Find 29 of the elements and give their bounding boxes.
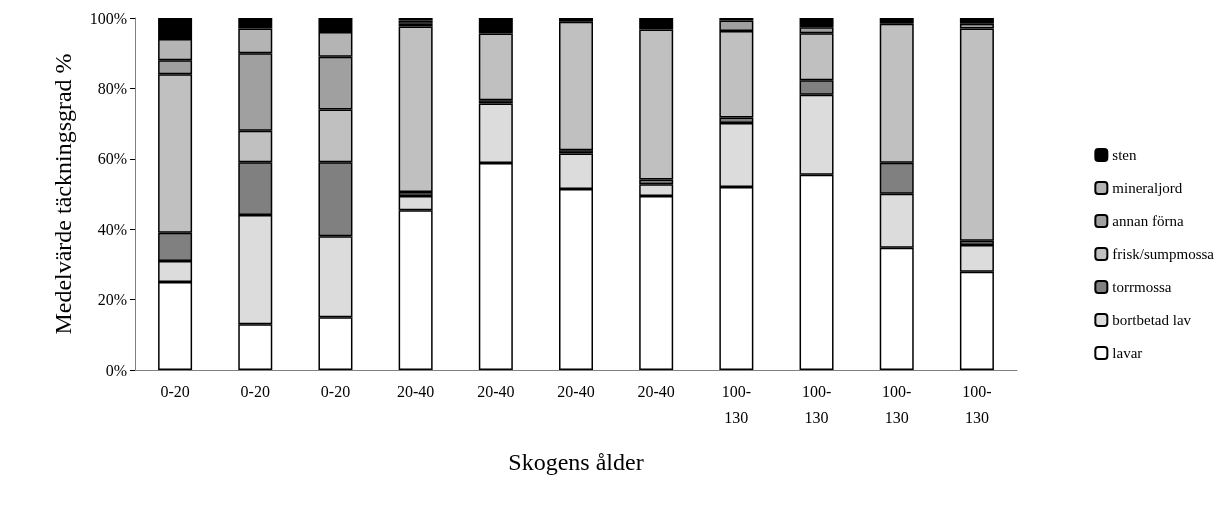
x-tick-label: 20-40	[477, 382, 515, 400]
y-axis-title: Medelvärde täckningsgrad %	[50, 53, 76, 335]
x-tick-label: 20-40	[557, 382, 595, 400]
x-tick-label: 0-20	[160, 382, 190, 400]
y-tick-label: 0%	[105, 361, 127, 379]
x-tick-label: 20-40	[637, 382, 675, 400]
y-tick-label: 20%	[97, 291, 127, 309]
legend-label: sten	[1112, 147, 1137, 163]
legend-label: lavar	[1112, 345, 1143, 361]
y-tick-label: 40%	[97, 220, 127, 238]
y-tick-label: 100%	[89, 9, 127, 27]
legend-label: bortbetad lav	[1112, 312, 1192, 328]
x-axis-title: Skogens ålder	[508, 449, 644, 475]
x-tick-label: 100-130	[882, 382, 912, 426]
legend-label: mineraljord	[1112, 180, 1183, 196]
x-tick-label: 100-130	[721, 382, 752, 426]
bar	[959, 28, 994, 241]
x-tick-label: 0-20	[320, 382, 351, 400]
bar	[398, 26, 433, 192]
legend-label: annan förna	[1112, 213, 1184, 229]
x-tick-label: 100-130	[801, 382, 832, 426]
legend-label: frisk/sumpmossa	[1112, 246, 1215, 262]
bar	[559, 21, 593, 151]
x-tick-label: 100-130	[962, 382, 992, 426]
y-tick-label: 80%	[97, 79, 127, 97]
legend-label: torrmossa	[1112, 279, 1172, 295]
y-tick-label: 60%	[97, 150, 127, 168]
x-tick-label: 0-20	[240, 382, 270, 400]
x-tick-label: 20-40	[396, 382, 435, 400]
